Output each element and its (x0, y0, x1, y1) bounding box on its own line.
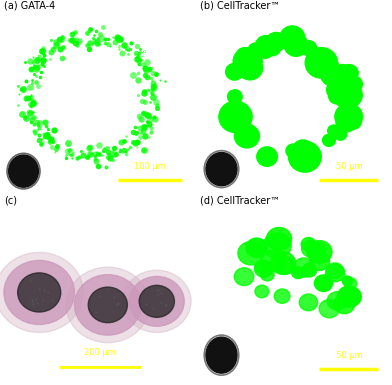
Circle shape (323, 134, 336, 146)
Text: Sertoli cell: Sertoli cell (132, 36, 173, 56)
Circle shape (337, 286, 361, 307)
Circle shape (122, 270, 191, 333)
Circle shape (280, 26, 305, 49)
Circle shape (345, 76, 362, 92)
Circle shape (276, 257, 295, 275)
Circle shape (302, 263, 317, 277)
Circle shape (257, 147, 278, 166)
Circle shape (226, 64, 243, 80)
Circle shape (327, 79, 349, 100)
Circle shape (18, 273, 61, 312)
Circle shape (266, 32, 286, 51)
Circle shape (325, 264, 345, 282)
Circle shape (254, 261, 273, 277)
Circle shape (307, 241, 332, 263)
Circle shape (66, 267, 149, 343)
Circle shape (342, 276, 353, 286)
Circle shape (255, 285, 269, 298)
Circle shape (219, 101, 252, 132)
Circle shape (340, 287, 361, 306)
Circle shape (328, 88, 345, 104)
Circle shape (314, 275, 333, 291)
Circle shape (301, 241, 320, 257)
Circle shape (238, 56, 263, 80)
Circle shape (260, 268, 274, 281)
Circle shape (305, 48, 338, 78)
Circle shape (0, 253, 83, 333)
Circle shape (334, 128, 347, 140)
Circle shape (334, 295, 355, 314)
Circle shape (321, 62, 346, 86)
Circle shape (307, 243, 325, 259)
Text: 100 μm: 100 μm (134, 162, 166, 171)
Text: cell: cell (339, 36, 363, 64)
Circle shape (286, 144, 300, 157)
Circle shape (263, 39, 281, 56)
Circle shape (319, 300, 339, 318)
Circle shape (234, 268, 254, 286)
Circle shape (234, 124, 260, 148)
Circle shape (139, 285, 174, 317)
Circle shape (206, 152, 237, 186)
Circle shape (267, 228, 292, 250)
Circle shape (327, 292, 347, 310)
Circle shape (129, 276, 184, 326)
Circle shape (328, 125, 339, 136)
Circle shape (238, 242, 263, 265)
Circle shape (336, 113, 356, 132)
Circle shape (327, 263, 343, 278)
Circle shape (301, 238, 316, 251)
Circle shape (345, 113, 361, 129)
Circle shape (310, 252, 330, 270)
Text: 200 μm: 200 μm (84, 348, 116, 357)
Circle shape (237, 48, 251, 61)
Circle shape (9, 155, 38, 187)
Circle shape (340, 117, 353, 130)
Circle shape (270, 252, 296, 275)
Circle shape (274, 289, 290, 303)
Circle shape (257, 42, 274, 58)
Circle shape (231, 116, 250, 134)
Circle shape (284, 34, 308, 56)
Text: 0 day: 0 day (204, 21, 238, 31)
Circle shape (293, 140, 313, 159)
Circle shape (248, 43, 264, 58)
Circle shape (233, 48, 262, 75)
Circle shape (246, 238, 267, 257)
Text: 50 μm: 50 μm (336, 162, 362, 171)
Text: 50 μm: 50 μm (336, 351, 362, 360)
Circle shape (293, 258, 314, 277)
Circle shape (335, 104, 363, 130)
Circle shape (344, 278, 357, 290)
Text: islet: islet (76, 89, 96, 99)
Circle shape (255, 261, 268, 273)
Circle shape (301, 41, 317, 56)
Circle shape (333, 81, 362, 109)
Circle shape (340, 65, 358, 82)
Circle shape (206, 337, 237, 373)
Text: 4 day: 4 day (204, 216, 238, 226)
Text: (c): (c) (4, 196, 17, 206)
Circle shape (261, 250, 285, 272)
Circle shape (263, 233, 291, 258)
Text: islet: islet (280, 92, 300, 102)
Text: (d) CellTracker™: (d) CellTracker™ (200, 196, 280, 206)
Text: (b) CellTracker™: (b) CellTracker™ (200, 1, 280, 11)
Circle shape (299, 294, 318, 311)
Circle shape (4, 260, 74, 325)
Circle shape (227, 90, 242, 104)
Circle shape (74, 275, 141, 335)
Circle shape (88, 287, 127, 323)
Circle shape (256, 35, 276, 55)
Circle shape (289, 141, 321, 172)
Text: (a) GATA-4: (a) GATA-4 (4, 1, 55, 11)
Circle shape (292, 267, 305, 279)
Circle shape (328, 65, 355, 89)
